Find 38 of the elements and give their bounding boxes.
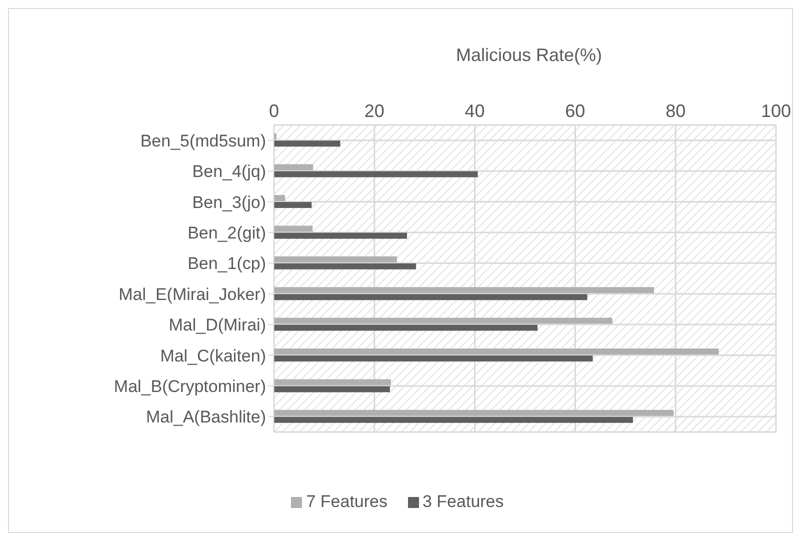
y-tick-label: Mal_E(Mirai_Joker) <box>118 284 266 304</box>
y-tick-label: Mal_B(Cryptominer) <box>114 376 266 396</box>
legend-label: 7 Features <box>306 492 388 512</box>
legend-label: 3 Features <box>422 492 504 512</box>
y-tick-label: Mal_C(kaiten) <box>160 346 266 366</box>
x-tick-label: 40 <box>464 101 485 121</box>
y-tick-label: Ben_2(git) <box>188 223 266 242</box>
y-tick-label: Mal_D(Mirai) <box>168 316 266 335</box>
y-tick-label: Ben_1(cp) <box>188 254 266 274</box>
bar <box>274 140 340 147</box>
x-tick-label: 20 <box>364 101 384 121</box>
bar <box>274 348 719 354</box>
bar <box>274 355 593 362</box>
bar <box>274 194 286 201</box>
chart-title: Malicious Rate(%) <box>454 45 604 66</box>
y-tick-label: Ben_4(jq) <box>192 162 266 182</box>
bar <box>274 232 408 239</box>
bar <box>274 410 674 416</box>
bar <box>274 386 390 392</box>
bar <box>274 164 314 170</box>
bar <box>274 263 416 270</box>
bar <box>274 226 313 232</box>
x-tick-label: 80 <box>666 101 686 121</box>
x-tick-label: 0 <box>268 101 280 121</box>
x-tick-label: 100 <box>760 101 792 121</box>
x-tick-label: 60 <box>565 101 586 121</box>
bar <box>274 202 312 208</box>
bar <box>274 294 588 300</box>
bar <box>274 287 654 294</box>
bar <box>274 324 538 331</box>
y-tick-label: Ben_3(jo) <box>192 192 266 212</box>
bar <box>274 318 612 324</box>
bar <box>274 416 633 423</box>
y-tick-label: Mal_A(Bashlite) <box>146 408 266 427</box>
bar <box>274 256 397 262</box>
bar <box>274 171 478 178</box>
bar <box>274 379 391 386</box>
y-tick-label: Ben_5(md5sum) <box>140 131 266 150</box>
